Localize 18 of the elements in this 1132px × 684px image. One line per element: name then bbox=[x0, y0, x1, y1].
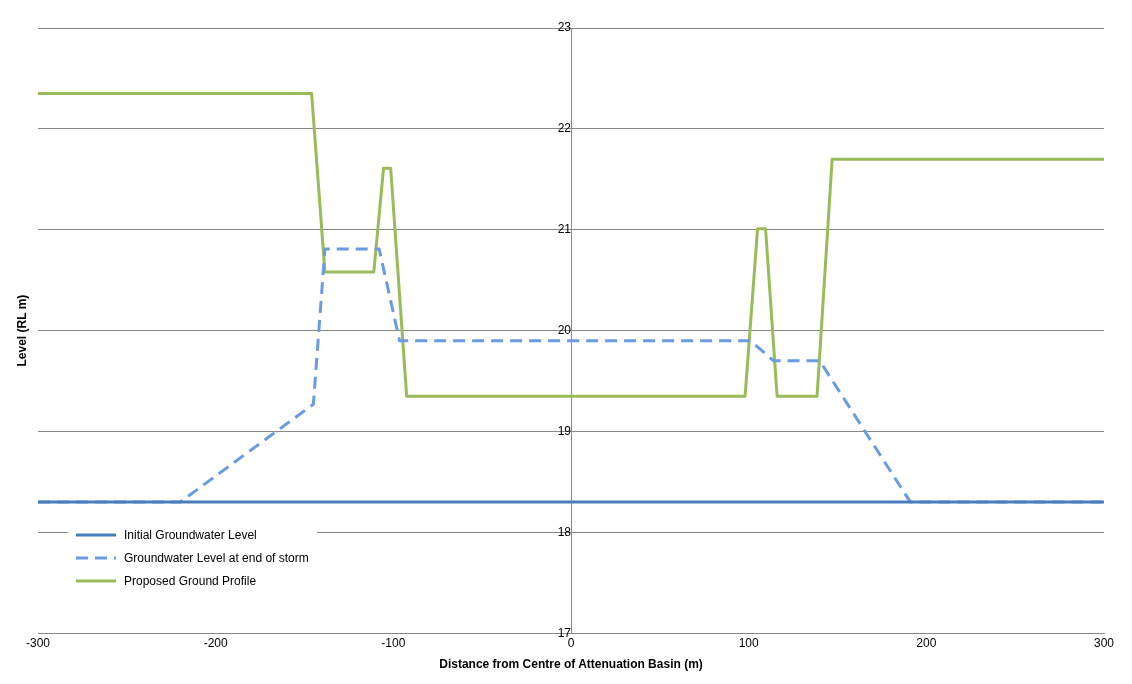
legend-label: Initial Groundwater Level bbox=[124, 528, 257, 542]
x-tick-label: 100 bbox=[738, 635, 759, 650]
y-tick-label: 18 bbox=[557, 524, 572, 539]
y-tick-label: 19 bbox=[557, 423, 572, 438]
y-tick-label: 20 bbox=[557, 322, 572, 337]
y-tick-label: 21 bbox=[557, 222, 572, 237]
x-tick-label: 200 bbox=[916, 635, 937, 650]
x-tick-label: -300 bbox=[25, 635, 51, 650]
x-axis-title: Distance from Centre of Attenuation Basin (m) bbox=[439, 657, 703, 672]
x-tick-label: -200 bbox=[203, 635, 228, 650]
x-tick-label: -100 bbox=[381, 635, 406, 650]
y-tick-label: 23 bbox=[557, 20, 572, 35]
y-axis-title: Level (RL m) bbox=[15, 294, 29, 367]
legend-label: Groundwater Level at end of storm bbox=[124, 551, 309, 565]
y-tick-label: 22 bbox=[557, 121, 572, 136]
x-tick-label: 300 bbox=[1093, 635, 1115, 650]
x-tick-label: 0 bbox=[567, 635, 575, 650]
legend-label: Proposed Ground Profile bbox=[124, 574, 257, 588]
